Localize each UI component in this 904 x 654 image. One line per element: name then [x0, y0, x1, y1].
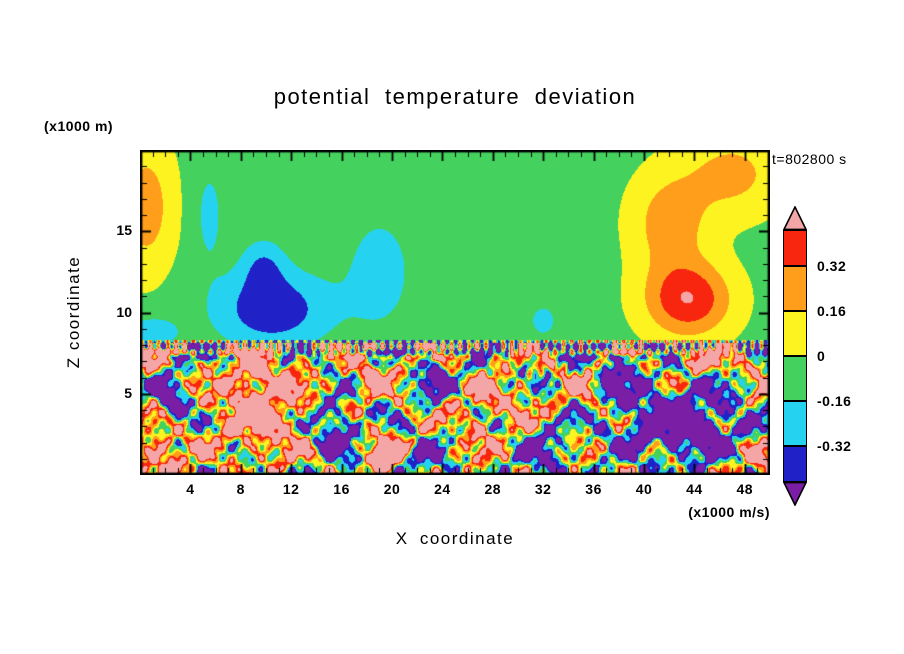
time-label: t=802800 s — [772, 151, 847, 167]
x-tick-label: 44 — [686, 481, 703, 497]
colorbar-tick-label: 0.16 — [817, 303, 847, 319]
x-tick-label: 20 — [383, 481, 401, 497]
colorbar-segment-green — [783, 356, 807, 401]
colorbar-segment-red — [783, 230, 807, 266]
colorbar-arrow-down — [783, 482, 807, 506]
colorbar: 0.32 0.16 0 -0.16 -0.32 — [783, 206, 851, 506]
x-tick-label: 36 — [585, 481, 602, 497]
z-tick-label: 5 — [124, 384, 132, 401]
plot-canvas — [140, 150, 770, 475]
z-axis-title: Z coordinate — [64, 255, 83, 369]
x-tick-label: 48 — [736, 481, 754, 497]
y-axis-unit-label: (x1000 m) — [44, 118, 114, 134]
colorbar-segment-cyan — [783, 401, 807, 446]
x-tick-label: 28 — [484, 481, 502, 497]
x-axis-unit-label: (x1000 m/s) — [688, 504, 770, 520]
x-tick-label: 12 — [282, 481, 300, 497]
colorbar-tick-label: -0.16 — [817, 393, 852, 409]
x-tick-label: 40 — [635, 481, 653, 497]
z-tick-label: 15 — [116, 222, 132, 239]
z-tick-label: 10 — [116, 303, 132, 320]
x-tick-label: 8 — [236, 481, 245, 497]
colorbar-segment-navy — [783, 446, 807, 482]
plot-area — [140, 150, 770, 475]
x-axis-title: X coordinate — [395, 529, 515, 548]
colorbar-arrow-up — [783, 206, 807, 230]
x-tick-label: 24 — [434, 481, 451, 497]
colorbar-tick-label: 0.32 — [817, 258, 847, 274]
x-tick-label: 16 — [333, 481, 350, 497]
colorbar-tick-label: -0.32 — [817, 438, 852, 454]
colorbar-segment-yellow — [783, 311, 807, 356]
x-tick-label: 32 — [534, 481, 552, 497]
chart-title: potential temperature deviation — [273, 84, 637, 109]
colorbar-segment-orange — [783, 266, 807, 311]
colorbar-tick-label: 0 — [817, 348, 826, 364]
x-tick-label: 4 — [186, 481, 195, 497]
